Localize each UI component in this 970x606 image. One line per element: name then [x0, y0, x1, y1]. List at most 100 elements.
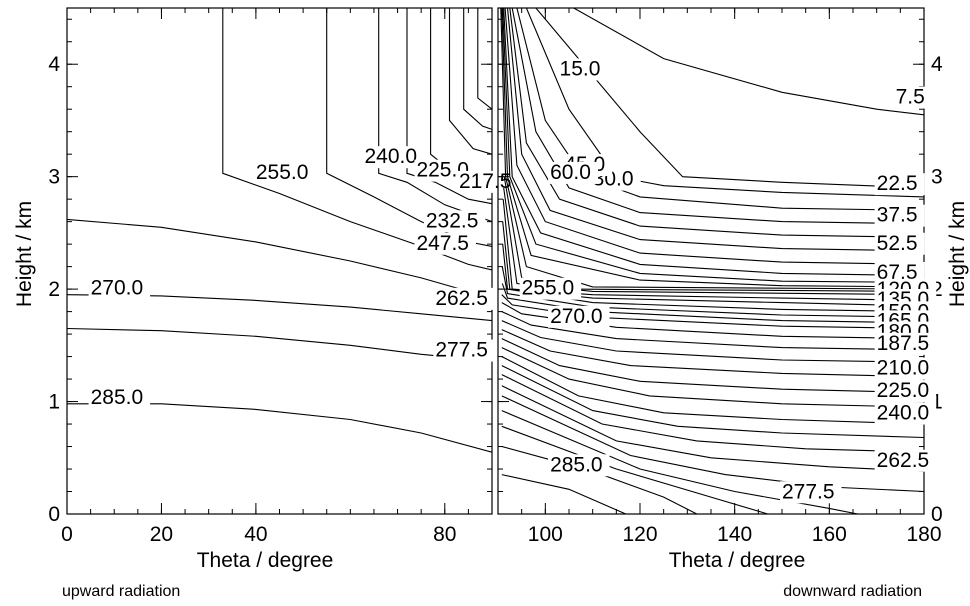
- right-contour-52-5: [506, 8, 924, 252]
- right-y-tick-label: 3: [931, 166, 943, 189]
- right-x-tick-label: 160: [812, 523, 847, 546]
- right-contour-232-5: [501, 365, 924, 439]
- left-contour-label: 225.0: [416, 159, 469, 182]
- left-contour-label-bg: [433, 339, 495, 362]
- right-contour-label: 262.5: [877, 449, 930, 472]
- left-plot-frame: [66, 7, 493, 515]
- right-contour-label: 277.5: [782, 480, 835, 503]
- right-contour-label-bg: [548, 454, 610, 477]
- left-y-axis-title: Height / km: [13, 201, 36, 307]
- right-contour-label-bg: [780, 481, 842, 504]
- left-x-tick-label: 20: [150, 523, 173, 546]
- left-x-tick-label: 80: [433, 523, 456, 546]
- right-contour-unlabeled: [500, 8, 924, 290]
- left-y-tick-label: 4: [48, 53, 60, 76]
- right-contour-255-0: [501, 395, 924, 493]
- right-contour-285-0: [501, 474, 627, 514]
- right-contour-label-bg: [874, 332, 937, 355]
- right-contour-label: 285.0: [550, 453, 603, 476]
- right-contour-187-5: [501, 311, 924, 351]
- right-contour-label-bg: [548, 161, 599, 184]
- right-contour-210-0: [501, 338, 924, 394]
- right-contour-unlabeled: [502, 8, 924, 283]
- right-contour-label: 225.0: [877, 379, 930, 402]
- upward-radiation-panel: 0 20 40 80 0 1 2 3 4 285.0 277.5 270.0 262.5 255.0 247…: [48, 7, 519, 546]
- right-y-tick-label: 2: [931, 278, 943, 301]
- left-y-tick-label: 1: [48, 391, 60, 414]
- right-contour-label: 255.0: [522, 277, 575, 300]
- right-contour-unlabeled: [501, 329, 924, 378]
- right-x-axis-title: Theta / degree: [669, 549, 806, 572]
- right-x-tick-label: 120: [622, 523, 657, 546]
- right-contour-label-bg: [874, 402, 937, 425]
- right-y-tick-label: 4: [931, 53, 943, 76]
- right-contour-label-bg: [557, 58, 608, 81]
- left-contour-label: 247.5: [416, 232, 469, 255]
- right-contour-270-0: [501, 425, 768, 514]
- right-contour-label-bg: [874, 204, 925, 227]
- left-y-tick-label: 0: [48, 503, 60, 526]
- right-contour-7-5: [573, 8, 924, 116]
- right-contour-unlabeled: [501, 347, 924, 408]
- downward-radiation-panel: 100120140160180012347.515.022.530.037.54…: [497, 7, 943, 546]
- right-contour-label-bg: [893, 86, 933, 109]
- right-contour-unlabeled: [502, 221, 924, 307]
- right-contour-60-0: [504, 8, 924, 265]
- right-contour-label-bg: [519, 277, 582, 300]
- right-contour-label-bg: [874, 261, 925, 284]
- right-contour-label: 67.5: [877, 261, 918, 284]
- left-contour-270-0: [67, 294, 492, 322]
- left-contour-label-bg: [253, 161, 316, 184]
- left-contour-label: 270.0: [91, 277, 144, 300]
- right-contour-label: 22.5: [877, 172, 918, 195]
- right-contour-247-5: [501, 385, 924, 472]
- right-x-tick-label: 100: [528, 523, 563, 546]
- left-contour-label-bg: [414, 232, 476, 255]
- right-contour-label: 52.5: [877, 232, 918, 255]
- right-plot-frame: [497, 7, 925, 515]
- right-contour-label-bg: [548, 305, 610, 328]
- right-contour-label-bg: [874, 357, 937, 380]
- left-contour-label: 262.5: [435, 287, 488, 310]
- left-x-tick-label: 40: [244, 523, 267, 546]
- left-contour-label-bg: [433, 287, 495, 310]
- right-contour-label: 210.0: [877, 357, 930, 380]
- left-contour-285-0: [67, 403, 492, 453]
- left-x-axis-title: Theta / degree: [197, 549, 334, 572]
- right-contour-label: 187.5: [877, 332, 930, 355]
- left-contour-label: 232.5: [426, 209, 479, 232]
- right-contour-label: 7.5: [896, 86, 925, 109]
- right-y-tick-label: 0: [931, 503, 943, 526]
- left-y-tick-label: 3: [48, 166, 60, 189]
- left-contour-label-bg: [362, 146, 424, 169]
- right-contour-180-0: [501, 302, 924, 340]
- right-contour-unlabeled: [501, 8, 924, 288]
- left-contour-217-5: [448, 8, 492, 155]
- right-contour-label: 60.0: [550, 161, 591, 184]
- left-contour-label-bg: [423, 210, 486, 233]
- right-contour-135-0: [502, 199, 924, 301]
- right-contour-45-0: [509, 8, 924, 238]
- right-contour-lines: [500, 8, 924, 514]
- left-contour-label-bg: [88, 277, 151, 300]
- left-contour-255-0: [222, 8, 492, 271]
- right-contour-label-bg: [874, 449, 937, 472]
- right-x-tick-label: 180: [906, 523, 941, 546]
- right-contour-label: 15.0: [560, 57, 601, 80]
- upward-radiation-caption: upward radiation: [62, 583, 180, 600]
- left-y-tick-label: 2: [48, 278, 60, 301]
- right-contour-label: 270.0: [550, 305, 603, 328]
- left-x-tick-label: 0: [61, 523, 73, 546]
- right-y-axis-title: Height / km: [946, 201, 969, 307]
- right-contour-label-bg: [874, 232, 925, 255]
- left-contour-277-5: [67, 327, 492, 360]
- right-contour-label: 37.5: [877, 204, 918, 227]
- right-contour-150-0: [502, 244, 924, 313]
- right-contour-37-5: [511, 8, 924, 225]
- right-contour-67-5: [503, 8, 924, 277]
- right-contour-label-bg: [874, 173, 925, 196]
- left-contour-label: 255.0: [256, 161, 309, 184]
- left-contour-label: 240.0: [365, 145, 418, 168]
